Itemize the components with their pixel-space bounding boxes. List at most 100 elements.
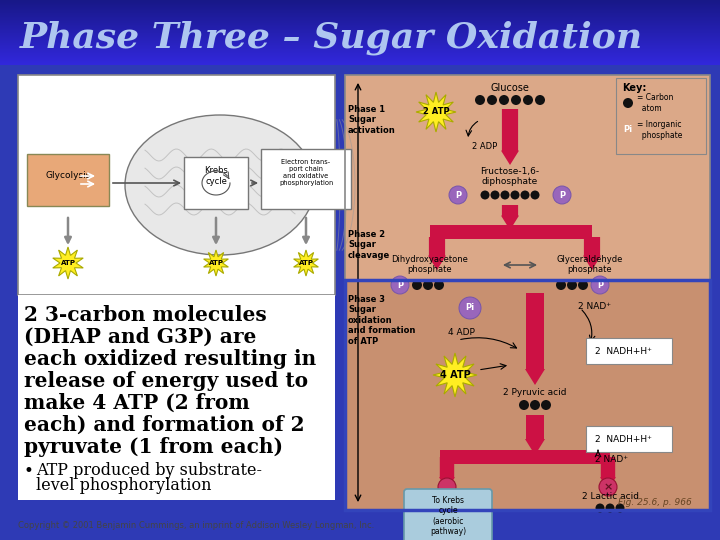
Bar [345,280,710,510]
FancyBboxPatch shape [586,338,672,364]
Bar [0,10,720,11]
Bar [0,29,720,30]
Text: = Inorganic
  phosphate: = Inorganic phosphate [637,120,683,140]
Text: make 4 ATP (2 from: make 4 ATP (2 from [24,393,250,413]
Bar [18,75,335,295]
Text: 2 Lactic acid: 2 Lactic acid [582,492,639,501]
Polygon shape [433,353,477,397]
Bar [0,65,720,540]
Circle shape [521,191,529,199]
Circle shape [530,400,540,410]
Polygon shape [525,415,545,455]
Bar [18,295,335,500]
Circle shape [490,191,500,199]
Bar [0,49,720,50]
Ellipse shape [125,115,315,255]
Bar [0,52,720,53]
Polygon shape [501,205,519,230]
Text: each) and formation of 2: each) and formation of 2 [24,415,305,435]
Bar [0,3,720,4]
Text: Dihydroxyacetone
phosphate: Dihydroxyacetone phosphate [392,255,469,274]
Text: Fig. 25.6, p. 966: Fig. 25.6, p. 966 [618,498,692,507]
Text: Phase 3
Sugar
oxidation
and formation
of ATP: Phase 3 Sugar oxidation and formation of… [348,295,415,346]
Bar [0,63,720,64]
Text: ATP: ATP [60,260,76,266]
Text: Glyceraldehyde
phosphate: Glyceraldehyde phosphate [557,255,624,274]
Circle shape [519,400,529,410]
Bar [0,23,720,24]
Text: Phase Three – Sugar Oxidation: Phase Three – Sugar Oxidation [20,21,643,55]
Bar [0,34,720,35]
Text: ATP: ATP [299,260,313,266]
Bar [0,18,720,19]
Polygon shape [501,109,519,165]
Bar [0,32,720,33]
Circle shape [595,503,605,512]
Polygon shape [583,237,601,270]
Bar [0,2,720,3]
Bar [0,61,720,62]
Circle shape [423,280,433,290]
Bar [0,26,720,27]
Bar [0,36,720,37]
Polygon shape [439,457,455,490]
Circle shape [553,186,571,204]
Text: Copyright © 2001 Benjamin Cummings, an imprint of Addison Wesley Longman, Inc.: Copyright © 2001 Benjamin Cummings, an i… [18,521,374,530]
Circle shape [535,95,545,105]
Bar [0,31,720,32]
Circle shape [434,280,444,290]
Bar [0,15,720,16]
Bar [0,46,720,47]
Text: Pi: Pi [465,303,474,313]
Bar [0,8,720,9]
Text: 2  NADH+H⁺: 2 NADH+H⁺ [595,347,652,355]
Bar [0,6,720,7]
Bar [0,38,720,39]
Text: level phosphorylation: level phosphorylation [36,477,212,494]
Bar [0,40,720,41]
Bar [0,9,720,10]
Circle shape [556,280,566,290]
Text: Glycolysis: Glycolysis [45,172,91,180]
Bar [0,22,720,23]
Text: 2 3-carbon molecules: 2 3-carbon molecules [24,305,266,325]
FancyBboxPatch shape [261,149,351,209]
Text: pyruvate (1 from each): pyruvate (1 from each) [24,437,283,457]
Text: 2 ADP: 2 ADP [472,142,498,151]
Bar [0,64,720,65]
Text: 2  NADH+H⁺: 2 NADH+H⁺ [595,435,652,443]
Bar [0,25,720,26]
Text: Pi: Pi [624,125,633,134]
Circle shape [523,95,533,105]
Bar [345,75,710,280]
Text: ×: × [603,482,613,492]
Circle shape [616,503,624,512]
Circle shape [606,503,614,512]
Circle shape [599,478,617,496]
Bar [0,48,720,49]
Bar [0,35,720,36]
Polygon shape [53,247,84,279]
Text: Fructose-1,6-
diphosphate: Fructose-1,6- diphosphate [480,167,539,186]
Polygon shape [428,237,446,270]
Text: 4 ATP: 4 ATP [440,370,470,380]
Bar [0,11,720,12]
Bar [0,14,720,15]
Text: 4 ADP: 4 ADP [448,328,475,337]
Bar [0,47,720,48]
Text: 2 NAD⁺: 2 NAD⁺ [578,302,611,311]
FancyBboxPatch shape [27,154,109,206]
Bar [0,58,720,59]
Bar [0,39,720,40]
Text: P: P [597,280,603,289]
Bar [0,45,720,46]
FancyBboxPatch shape [404,489,492,540]
Bar [0,21,720,22]
Circle shape [459,297,481,319]
Circle shape [438,478,456,496]
Text: 2 Pyruvic acid: 2 Pyruvic acid [503,388,567,397]
Bar [0,37,720,38]
Text: ATP produced by substrate-: ATP produced by substrate- [36,462,262,479]
Bar [0,0,720,1]
Polygon shape [600,457,616,490]
